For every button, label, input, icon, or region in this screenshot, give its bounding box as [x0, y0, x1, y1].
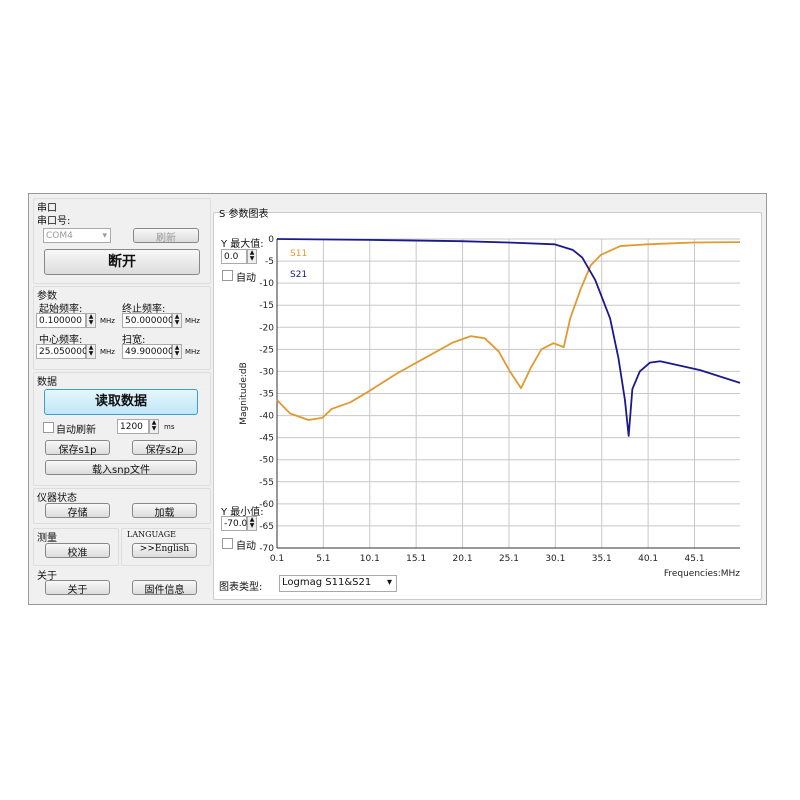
interval-spinner[interactable]: ▲ ▼ — [149, 419, 159, 434]
chart-panel-title: S 参数图表 — [219, 209, 269, 220]
data-title: 数据 — [37, 377, 57, 388]
instrument-group — [33, 488, 211, 524]
x-tick-label: 45.1 — [685, 554, 705, 564]
unit-label: MHz — [185, 317, 200, 325]
x-tick-label: 20.1 — [453, 554, 473, 564]
x-tick-label: 40.1 — [638, 554, 658, 564]
x-tick-label: 10.1 — [360, 554, 380, 564]
port-select[interactable]: COM4 ▾ — [43, 228, 111, 243]
y-tick-label: -40 — [259, 412, 274, 422]
data-group — [33, 372, 211, 486]
y-tick-label: -10 — [259, 279, 274, 289]
x-tick-label: 25.1 — [499, 554, 519, 564]
measure-title: 测量 — [37, 533, 57, 544]
x-tick-label: 5.1 — [316, 554, 330, 564]
stop-freq-spinner[interactable]: ▲ ▼ — [172, 313, 182, 328]
stop-freq-input[interactable]: 50.000000 — [122, 313, 174, 328]
auto-refresh-checkbox[interactable] — [43, 422, 54, 433]
ymin-label: Y 最小值: — [221, 507, 264, 518]
span-label: 扫宽: — [122, 335, 146, 346]
unit-label: MHz — [100, 317, 115, 325]
span-spinner[interactable]: ▲ ▼ — [172, 344, 182, 359]
serial-group — [33, 198, 211, 284]
language-title: LANGUAGE — [127, 530, 176, 539]
y-tick-label: -15 — [259, 301, 274, 311]
params-group — [33, 286, 211, 370]
y-tick-label: -25 — [259, 345, 274, 355]
chart-type-select[interactable]: Logmag S11&S21 ▾ — [279, 575, 397, 592]
y-tick-label: -55 — [259, 478, 274, 488]
center-freq-spinner[interactable]: ▲ ▼ — [86, 344, 96, 359]
serial-title: 串口 — [37, 203, 57, 214]
start-freq-spinner[interactable]: ▲ ▼ — [86, 313, 96, 328]
stop-freq-label: 终止频率: — [122, 304, 166, 315]
legend-s21: S21 — [290, 270, 307, 280]
unit-label: MHz — [100, 348, 115, 356]
x-tick-label: 35.1 — [592, 554, 612, 564]
y-axis-label: Magnitude:dB — [239, 362, 249, 425]
about-title: 关于 — [37, 571, 57, 582]
x-tick-label: 0.1 — [270, 554, 284, 564]
x-tick-label: 30.1 — [545, 554, 565, 564]
language-group — [121, 528, 211, 566]
interval-input[interactable]: 1200 — [117, 419, 149, 434]
ymin-spinner[interactable]: ▲ ▼ — [247, 516, 257, 531]
start-freq-input[interactable]: 0.100000 — [36, 313, 86, 328]
params-title: 参数 — [37, 291, 57, 302]
center-freq-input[interactable]: 25.050000 — [36, 344, 88, 359]
load-snp-button[interactable]: 载入snp文件 — [45, 460, 197, 476]
x-tick-label: 15.1 — [406, 554, 426, 564]
chart-panel — [213, 212, 762, 600]
main-window: 串口 串口号: COM4 ▾ 刷新 断开 参数 起始频率: 0.100000 ▲ ▼… — [28, 193, 767, 605]
port-value: COM4 — [46, 231, 73, 241]
x-axis-label: Frequencies:MHz — [664, 569, 740, 579]
y-tick-label: 0 — [268, 235, 274, 245]
store-button[interactable]: 存储 — [45, 503, 110, 519]
y-tick-label: -65 — [259, 522, 274, 532]
interval-unit: ms — [164, 423, 175, 431]
center-freq-label: 中心频率: — [39, 335, 83, 346]
ymax-spinner[interactable]: ▲ ▼ — [247, 249, 257, 264]
y-tick-label: -20 — [259, 323, 274, 333]
port-label: 串口号: — [37, 216, 71, 227]
ymin-auto-label: 自动 — [236, 541, 256, 552]
chevron-down-icon: ▾ — [386, 577, 392, 588]
unit-label: MHz — [185, 348, 200, 356]
ymax-auto-label: 自动 — [236, 273, 256, 284]
ymax-input[interactable]: 0.0 — [221, 249, 247, 264]
instrument-title: 仪器状态 — [37, 493, 77, 504]
save-s2p-button[interactable]: 保存s2p — [132, 440, 197, 456]
chart-type-value: Logmag S11&S21 — [282, 577, 372, 588]
about-button[interactable]: 关于 — [45, 580, 110, 596]
y-tick-label: -60 — [259, 500, 274, 510]
y-tick-label: -35 — [259, 390, 274, 400]
ymax-label: Y 最大值: — [221, 239, 264, 250]
y-tick-label: -70 — [259, 544, 274, 554]
english-button[interactable]: >>English — [132, 543, 197, 558]
series-line-s21 — [276, 238, 741, 437]
auto-refresh-label: 自动刷新 — [56, 425, 96, 436]
y-tick-label: -45 — [259, 434, 274, 444]
start-freq-label: 起始频率: — [39, 304, 83, 315]
ymax-auto-checkbox[interactable] — [222, 270, 233, 281]
y-tick-label: -5 — [265, 257, 274, 267]
y-tick-label: -30 — [259, 367, 274, 377]
refresh-button[interactable]: 刷新 — [133, 228, 199, 244]
legend-s11: S11 — [290, 249, 307, 259]
span-input[interactable]: 49.900000 — [122, 344, 174, 359]
y-tick-label: -50 — [259, 456, 274, 466]
series-line-s11 — [276, 241, 741, 421]
chart-type-label: 图表类型: — [219, 582, 263, 593]
ymin-input[interactable]: -70.0 — [221, 516, 247, 531]
chevron-down-icon: ▾ — [102, 231, 107, 241]
save-s1p-button[interactable]: 保存s1p — [45, 440, 110, 456]
measure-group — [33, 528, 119, 566]
calibrate-button[interactable]: 校准 — [45, 543, 110, 559]
read-data-button[interactable]: 读取数据 — [44, 389, 198, 415]
ymin-auto-checkbox[interactable] — [222, 538, 233, 549]
firmware-button[interactable]: 固件信息 — [132, 580, 197, 596]
disconnect-button[interactable]: 断开 — [44, 249, 200, 275]
load-button[interactable]: 加载 — [132, 503, 197, 519]
